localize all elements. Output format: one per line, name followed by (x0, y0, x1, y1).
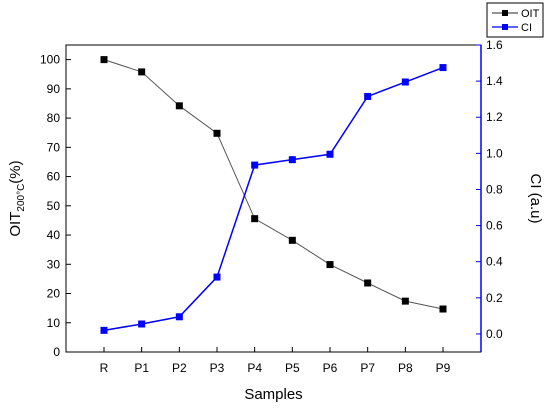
left-y-axis-title-sub: 200°C (16, 184, 27, 212)
point-oit (364, 279, 372, 287)
x-tick-label: P6 (323, 361, 338, 375)
point-ci (288, 156, 296, 164)
left-y-axis: 0 10 20 30 40 50 60 70 80 90 100 (40, 53, 71, 359)
left-y-tick-label: 20 (47, 287, 61, 301)
point-oit (439, 305, 447, 313)
point-ci (138, 320, 146, 328)
x-tick-label: P4 (247, 361, 262, 375)
right-y-tick-label: 0.4 (486, 255, 503, 269)
right-y-tick-label: 1.2 (486, 110, 503, 124)
left-y-tick-label: 80 (47, 111, 61, 125)
x-tick-label: P5 (285, 361, 300, 375)
point-ci (100, 326, 108, 334)
left-y-axis-title: OIT200°C(%) (7, 160, 27, 236)
x-tick-label: P7 (360, 361, 375, 375)
point-oit (401, 297, 409, 305)
x-tick-label: P1 (134, 361, 149, 375)
legend-box (486, 2, 544, 38)
legend-label-ci: CI (521, 22, 532, 34)
point-oit (213, 129, 221, 137)
right-y-tick-label: 0.8 (486, 182, 503, 196)
x-axis-title: Samples (244, 386, 302, 403)
left-y-tick-label: 10 (47, 316, 61, 330)
legend-label-oit: OIT (521, 8, 540, 20)
right-y-axis: 0.0 0.2 0.4 0.6 0.8 1.0 1.2 1.4 1.6 (476, 38, 503, 352)
right-y-tick-label: 1.0 (486, 146, 503, 160)
point-ci (175, 313, 183, 321)
left-y-axis-title-main: OIT (7, 212, 24, 237)
left-y-tick-label: 90 (47, 82, 61, 96)
x-tick-label: R (100, 361, 109, 375)
x-axis: R P1 P2 P3 P4 P5 P6 P7 P8 P9 (100, 347, 451, 375)
point-ci (326, 150, 334, 158)
point-ci (251, 161, 259, 169)
right-y-tick-label: 0.0 (486, 327, 503, 341)
right-y-tick-label: 0.6 (486, 219, 503, 233)
right-y-axis-title: CI (a.u) (527, 173, 544, 223)
point-ci (364, 92, 372, 100)
left-y-tick-label: 70 (47, 140, 61, 154)
left-y-tick-label: 50 (47, 199, 61, 213)
x-tick-label: P2 (172, 361, 187, 375)
left-y-tick-label: 0 (53, 345, 60, 359)
left-y-tick-label: 100 (40, 53, 60, 67)
series-line-ci (103, 66, 444, 332)
point-ci (439, 64, 447, 72)
point-oit (138, 68, 146, 76)
point-ci (213, 273, 221, 281)
legend-marker-ci (502, 24, 508, 30)
point-oit (100, 56, 108, 64)
point-oit (326, 261, 334, 269)
series-layer (100, 56, 447, 334)
point-oit (251, 215, 259, 223)
series-line-oit (103, 59, 444, 310)
x-tick-label: P9 (436, 361, 451, 375)
right-y-tick-label: 1.6 (486, 38, 503, 52)
right-y-tick-label: 1.4 (486, 74, 503, 88)
point-ci (401, 78, 409, 86)
x-tick-label: P8 (398, 361, 413, 375)
left-y-tick-label: 40 (47, 228, 61, 242)
point-oit (175, 102, 183, 110)
point-oit (288, 236, 296, 244)
left-y-axis-title-suffix: (%) (7, 160, 24, 183)
right-y-tick-label: 0.2 (486, 291, 503, 305)
legend-marker-oit (502, 10, 508, 16)
legend: OIT CI (486, 2, 544, 38)
plot-area (65, 44, 482, 353)
left-y-tick-label: 30 (47, 257, 61, 271)
left-y-tick-label: 60 (47, 170, 61, 184)
x-tick-label: P3 (210, 361, 225, 375)
